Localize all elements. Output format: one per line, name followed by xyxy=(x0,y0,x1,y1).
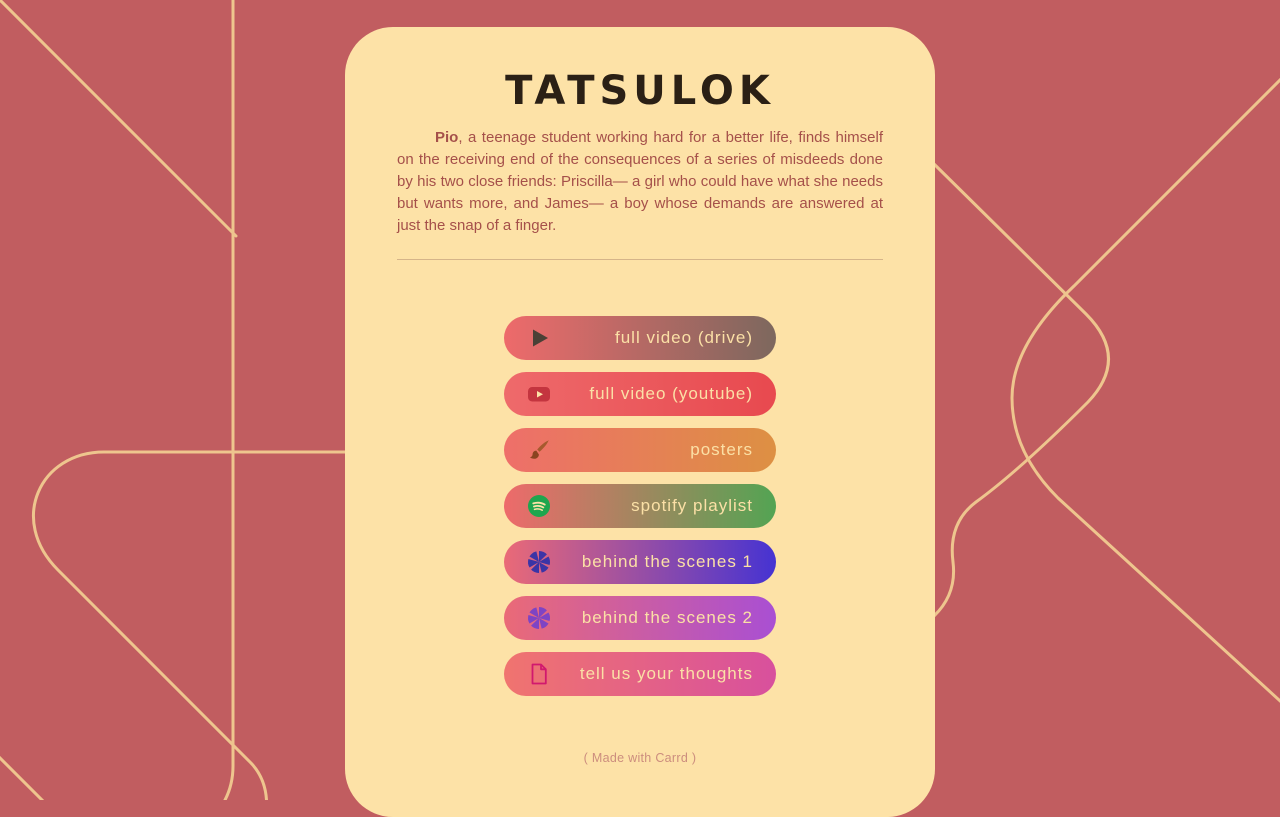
button-label: spotify playlist xyxy=(631,496,753,515)
button-label: full video (youtube) xyxy=(589,384,753,403)
link-button-list: full video (drive) full video (youtube) … xyxy=(397,316,883,696)
button-tell-us-your-thoughts[interactable]: tell us your thoughts xyxy=(504,652,776,696)
spotify-icon xyxy=(527,494,551,518)
about-body: , a teenage student working hard for a b… xyxy=(397,129,883,234)
button-behind-the-scenes-2[interactable]: behind the scenes 2 xyxy=(504,596,776,640)
button-posters[interactable]: posters xyxy=(504,428,776,472)
aperture-icon xyxy=(527,550,551,574)
button-full-video-drive[interactable]: full video (drive) xyxy=(504,316,776,360)
divider xyxy=(397,259,883,260)
play-icon xyxy=(527,326,551,350)
youtube-icon xyxy=(527,382,551,406)
button-label: behind the scenes 2 xyxy=(581,608,753,627)
main-card: TATSULOK Pio, a teenage student working … xyxy=(345,27,935,817)
button-label: full video (drive) xyxy=(615,328,753,347)
footer: ( Made with Carrd ) xyxy=(345,749,935,767)
aperture-icon xyxy=(527,606,551,630)
button-behind-the-scenes-1[interactable]: behind the scenes 1 xyxy=(504,540,776,584)
page-title: TATSULOK xyxy=(505,68,775,114)
carrd-credit-link[interactable]: ( Made with Carrd ) xyxy=(583,751,697,765)
button-label: posters xyxy=(690,440,753,459)
about-text: Pio, a teenage student working hard for … xyxy=(397,127,883,237)
background-pattern xyxy=(0,0,1280,800)
button-label: behind the scenes 1 xyxy=(581,552,753,571)
button-spotify-playlist[interactable]: spotify playlist xyxy=(504,484,776,528)
document-icon xyxy=(527,662,551,686)
button-full-video-youtube[interactable]: full video (youtube) xyxy=(504,372,776,416)
paintbrush-icon xyxy=(527,438,551,462)
button-label: tell us your thoughts xyxy=(579,664,753,683)
about-lead: Pio xyxy=(435,129,459,146)
